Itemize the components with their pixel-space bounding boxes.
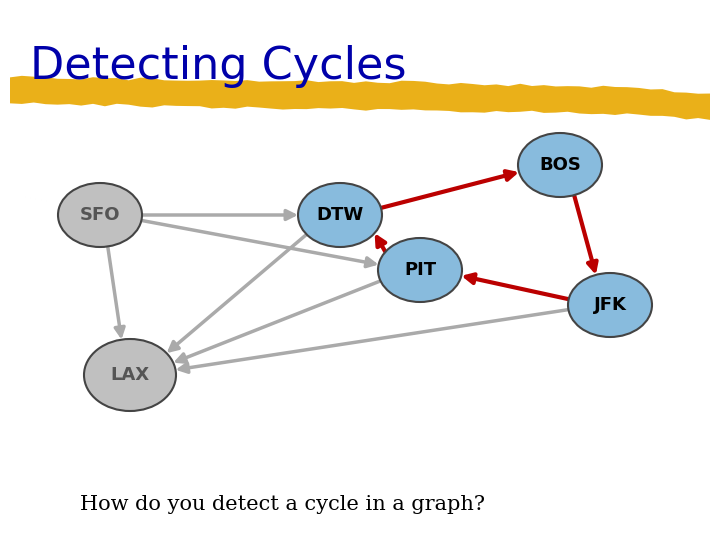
Ellipse shape bbox=[518, 133, 602, 197]
Ellipse shape bbox=[84, 339, 176, 411]
Text: PIT: PIT bbox=[404, 261, 436, 279]
Ellipse shape bbox=[568, 273, 652, 337]
Text: SFO: SFO bbox=[80, 206, 120, 224]
Text: Detecting Cycles: Detecting Cycles bbox=[30, 45, 407, 88]
Ellipse shape bbox=[378, 238, 462, 302]
Text: LAX: LAX bbox=[110, 366, 150, 384]
Text: How do you detect a cycle in a graph?: How do you detect a cycle in a graph? bbox=[80, 495, 485, 514]
Ellipse shape bbox=[58, 183, 142, 247]
Text: JFK: JFK bbox=[593, 296, 626, 314]
Ellipse shape bbox=[298, 183, 382, 247]
Text: BOS: BOS bbox=[539, 156, 581, 174]
Text: DTW: DTW bbox=[316, 206, 364, 224]
Polygon shape bbox=[10, 76, 710, 120]
